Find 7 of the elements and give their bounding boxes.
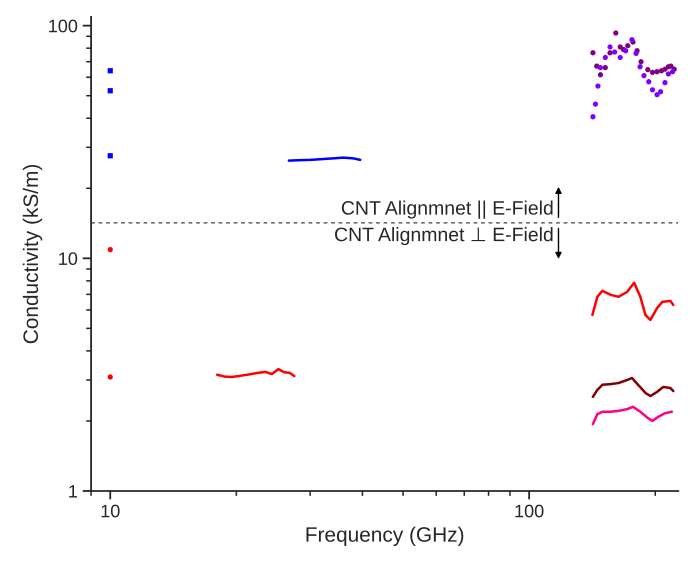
y-tick-label: 10 [59, 252, 78, 266]
annotation: CNT Alignmnet || E-Field [342, 200, 553, 219]
y-tick-label: 1 [69, 485, 78, 498]
annotation: CNT Alignmnet ⊥ E-Field [335, 227, 553, 246]
y-axis-title: Conductivity (kS/m) [22, 164, 42, 344]
y-tick-label: 100 [49, 20, 78, 32]
x-axis-title: Frequency (GHz) [306, 526, 464, 546]
